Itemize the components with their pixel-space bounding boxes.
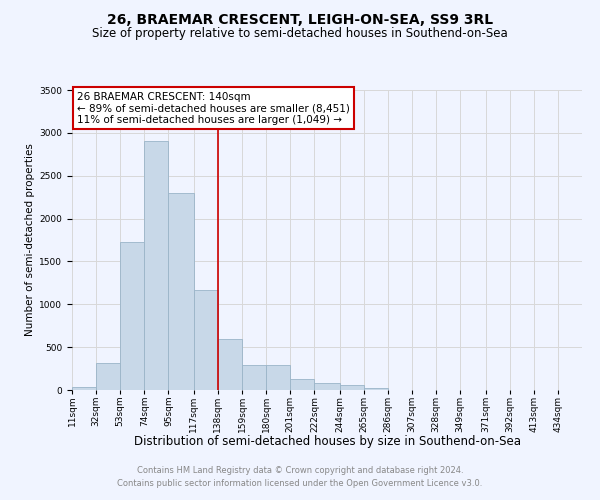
Bar xyxy=(72,388,96,390)
Bar xyxy=(242,364,266,390)
Bar xyxy=(120,242,145,390)
Text: Contains HM Land Registry data © Crown copyright and database right 2024.
Contai: Contains HM Land Registry data © Crown c… xyxy=(118,466,482,487)
Bar xyxy=(218,338,242,390)
Y-axis label: Number of semi-detached properties: Number of semi-detached properties xyxy=(25,144,35,336)
X-axis label: Distribution of semi-detached houses by size in Southend-on-Sea: Distribution of semi-detached houses by … xyxy=(133,434,521,448)
Bar xyxy=(145,142,169,390)
Bar xyxy=(290,379,314,390)
Text: 26 BRAEMAR CRESCENT: 140sqm
← 89% of semi-detached houses are smaller (8,451)
11: 26 BRAEMAR CRESCENT: 140sqm ← 89% of sem… xyxy=(77,92,350,124)
Text: Size of property relative to semi-detached houses in Southend-on-Sea: Size of property relative to semi-detach… xyxy=(92,28,508,40)
Bar xyxy=(340,386,364,390)
Text: 26, BRAEMAR CRESCENT, LEIGH-ON-SEA, SS9 3RL: 26, BRAEMAR CRESCENT, LEIGH-ON-SEA, SS9 … xyxy=(107,12,493,26)
Bar xyxy=(194,290,218,390)
Bar xyxy=(266,364,290,390)
Bar xyxy=(364,388,388,390)
Bar xyxy=(96,364,120,390)
Bar xyxy=(314,383,340,390)
Bar xyxy=(169,193,194,390)
